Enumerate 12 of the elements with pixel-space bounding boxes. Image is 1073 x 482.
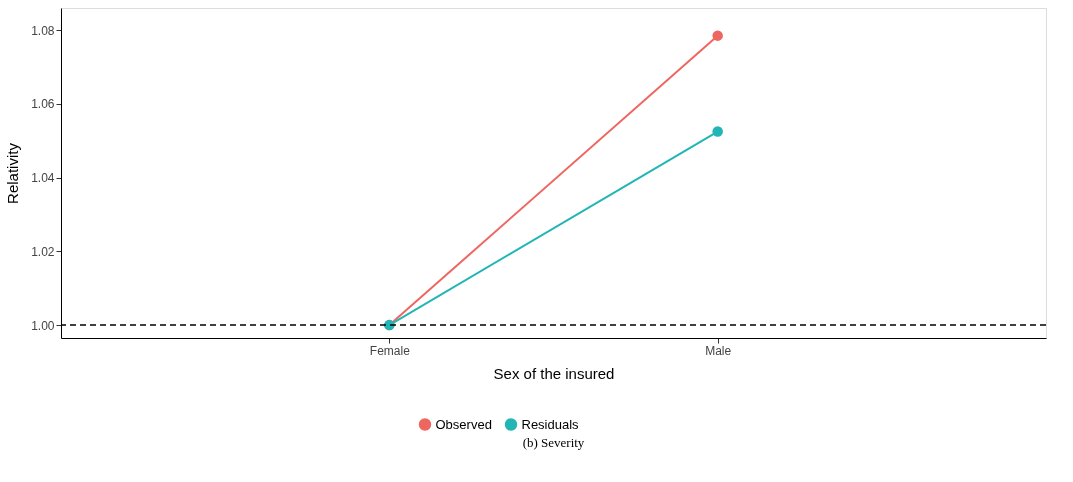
- text: (b) Severity: [522, 435, 585, 450]
- y-tick-label: 1.04: [31, 171, 55, 186]
- y-tick-label: 1.00: [31, 318, 55, 333]
- legend-label: Observed: [435, 416, 492, 432]
- x-axis-title: Sex of the insured: [493, 364, 615, 382]
- y-tick-label: 1.02: [31, 244, 55, 259]
- y-tick-label: 1.08: [31, 23, 55, 38]
- y-tick-label: 1.06: [31, 97, 55, 112]
- y-axis-title: Relativity: [4, 142, 22, 204]
- x-tick-label: Female: [369, 343, 411, 358]
- x-tick-label: Male: [705, 343, 732, 358]
- legend-label: Residuals: [521, 416, 580, 432]
